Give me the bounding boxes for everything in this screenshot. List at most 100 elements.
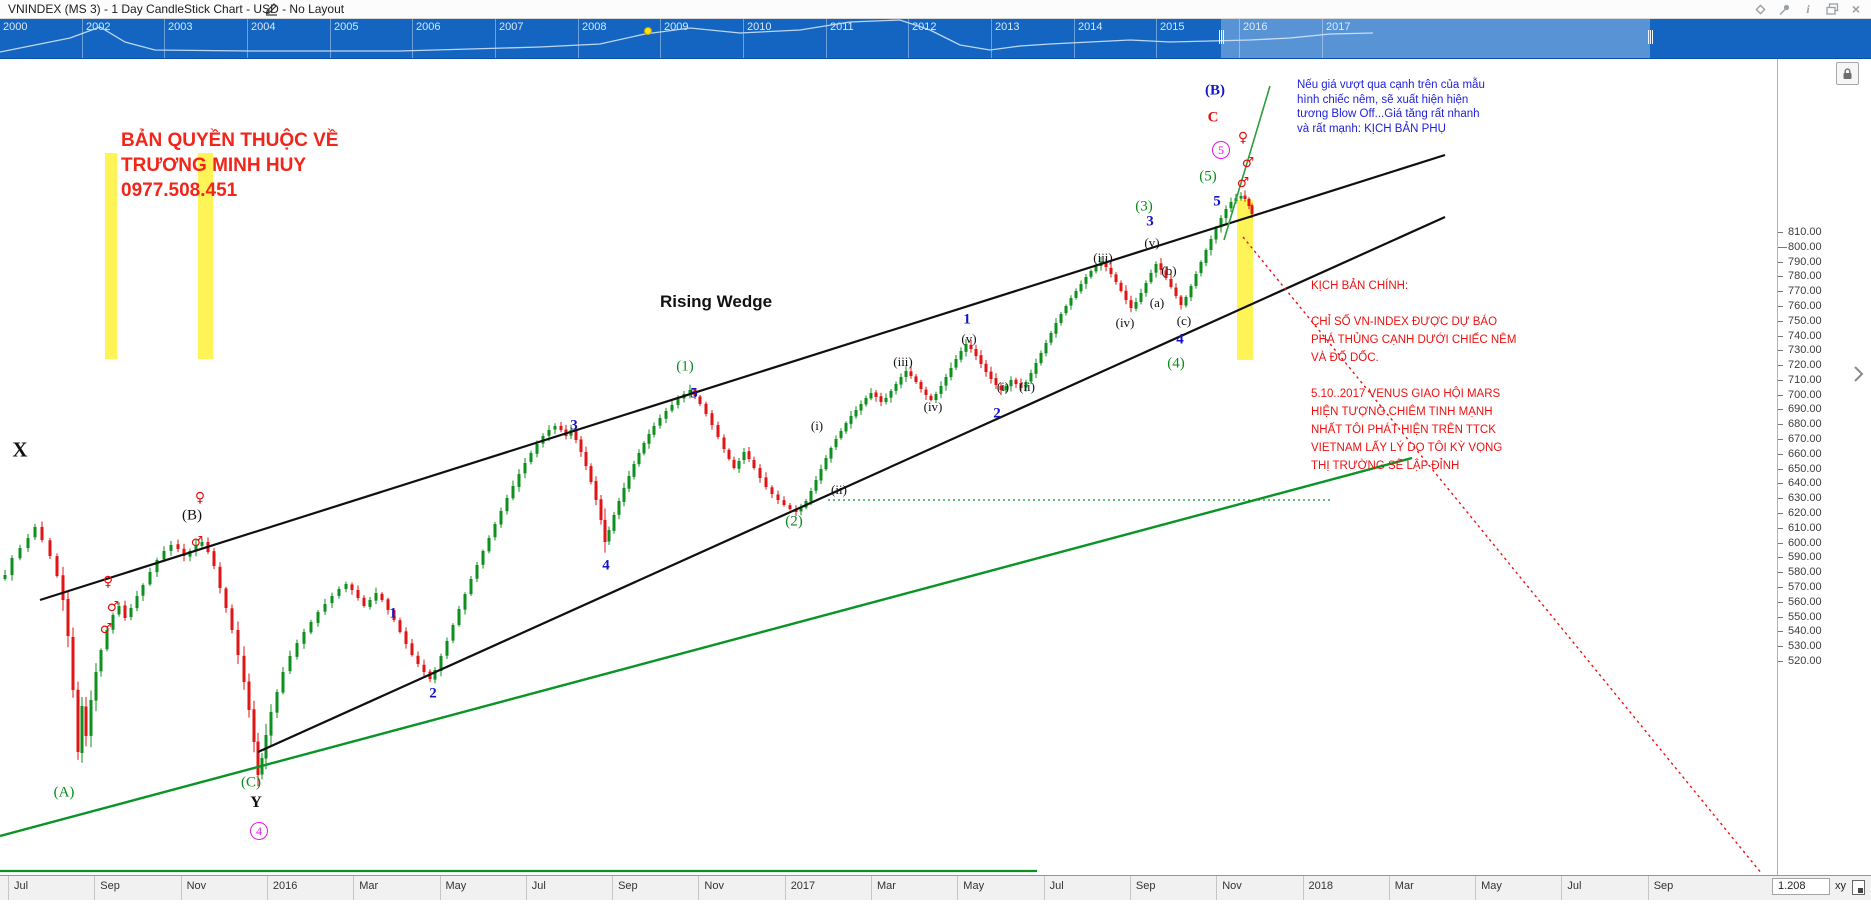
time-navigator[interactable]: 2000 2002 2003 2004 2005 2006 2007 2008 2009 2010… <box>0 18 1871 59</box>
candle-body <box>475 565 479 579</box>
wave-label: 1 <box>963 311 971 328</box>
navigator-year-separator <box>1156 18 1157 58</box>
date-separator <box>353 876 355 900</box>
bar-width-input[interactable]: 1.208 <box>1772 878 1830 895</box>
candle-body <box>1243 195 1247 199</box>
candle-body <box>979 355 983 364</box>
candle-body <box>162 551 166 560</box>
candle-body <box>433 670 437 680</box>
candle-body <box>380 593 384 600</box>
candles <box>3 190 1254 787</box>
candle-body <box>236 629 240 655</box>
wave-label: (3) <box>1135 198 1153 215</box>
candle-body <box>909 371 913 376</box>
candle-body <box>1174 287 1178 296</box>
candle-body <box>647 434 651 444</box>
navigator-selection-handle[interactable] <box>1647 30 1654 44</box>
candle-body <box>76 689 80 752</box>
candle-body <box>260 758 264 775</box>
price-tick <box>1778 320 1783 322</box>
price-tick <box>1778 350 1783 352</box>
price-tick <box>1778 379 1783 381</box>
candle-body <box>839 431 843 439</box>
edit-pencil-icon[interactable] <box>264 2 279 16</box>
candle-body <box>66 599 70 636</box>
candle-body <box>859 404 863 411</box>
navigator-selection-window[interactable] <box>1221 18 1650 58</box>
candle-body <box>40 526 44 540</box>
candle-body <box>1029 373 1033 382</box>
bar-width-page-icon[interactable] <box>1852 880 1865 895</box>
candle-body <box>499 511 503 525</box>
wave-label: (2) <box>785 513 803 530</box>
price-label: 610.00 <box>1788 521 1822 534</box>
cascade-icon[interactable] <box>1825 2 1839 16</box>
date-separator <box>1388 876 1390 900</box>
pin-icon[interactable] <box>1777 2 1791 16</box>
candle-body <box>288 656 292 672</box>
date-separator <box>8 876 9 900</box>
navigator-year-separator <box>164 18 165 58</box>
candle-body <box>1144 283 1148 293</box>
navigator-year-separator <box>1322 18 1323 58</box>
date-label: Mar <box>359 880 379 892</box>
candle-body <box>1024 382 1028 388</box>
candle-body <box>1224 209 1228 219</box>
date-separator <box>1302 876 1304 900</box>
candle-body <box>212 551 216 566</box>
candle-body <box>899 377 903 385</box>
lock-button[interactable] <box>1836 62 1859 85</box>
wave-label: C <box>1207 109 1219 126</box>
date-separator <box>1475 876 1477 900</box>
wave-label: 5 <box>690 385 698 402</box>
candle-body <box>33 527 37 538</box>
titlebar-actions: i × <box>1753 1 1863 17</box>
candle-body <box>1019 383 1023 388</box>
panel-expand-chevron[interactable] <box>1851 364 1865 384</box>
chart-title-bar[interactable]: VNINDEX (MS 3) - 1 Day CandleStick Chart… <box>0 0 1871 19</box>
close-icon[interactable]: × <box>1851 1 1861 17</box>
candle-body <box>874 392 878 397</box>
navigator-year-label: 2003 <box>168 21 193 33</box>
candle-body <box>710 413 714 425</box>
price-axis[interactable]: 810.00 800.00 790.00 780.00 770.00 760.00 750.… <box>1777 58 1871 875</box>
navigator-year-separator <box>743 18 744 58</box>
candle-body <box>747 451 751 459</box>
candle-body <box>954 359 958 368</box>
price-label: 580.00 <box>1788 566 1822 579</box>
candle-body <box>374 593 378 601</box>
candle-body <box>879 396 883 402</box>
navigator-year-label: 2016 <box>1243 21 1268 33</box>
price-tick <box>1778 601 1783 603</box>
candle-body <box>302 632 306 644</box>
candle-body <box>330 596 334 604</box>
wave-label: (B) <box>1205 82 1225 99</box>
price-label: 720.00 <box>1788 359 1822 372</box>
candle-body <box>493 524 497 538</box>
candle-body <box>529 453 533 463</box>
price-tick <box>1778 542 1783 544</box>
candle-body <box>727 449 731 459</box>
wave-label: (c) <box>1176 313 1192 328</box>
navigator-selection-handle[interactable] <box>1218 30 1225 44</box>
date-label: 2017 <box>790 880 816 892</box>
wave-label: 2 <box>993 405 1001 422</box>
price-tick <box>1778 527 1783 529</box>
candle-body <box>1184 297 1188 306</box>
price-label: 560.00 <box>1788 595 1822 608</box>
candle-body <box>10 558 14 576</box>
candle-body <box>794 509 798 512</box>
candle-body <box>1064 306 1068 314</box>
candle-body <box>984 363 988 372</box>
candle-body <box>398 620 402 632</box>
trendline-wedge-upper <box>39 153 1446 602</box>
navigator-year-separator <box>660 18 661 58</box>
diamond-icon[interactable] <box>1753 2 1767 16</box>
candle-body <box>844 423 848 432</box>
candle-body <box>511 486 515 499</box>
price-tick <box>1778 261 1783 263</box>
info-icon[interactable]: i <box>1806 1 1810 16</box>
candle-body <box>517 474 521 487</box>
date-axis[interactable]: 1.208 xy Jul Sep Nov 2016 Mar May Jul Sep Nov 201… <box>0 875 1871 900</box>
